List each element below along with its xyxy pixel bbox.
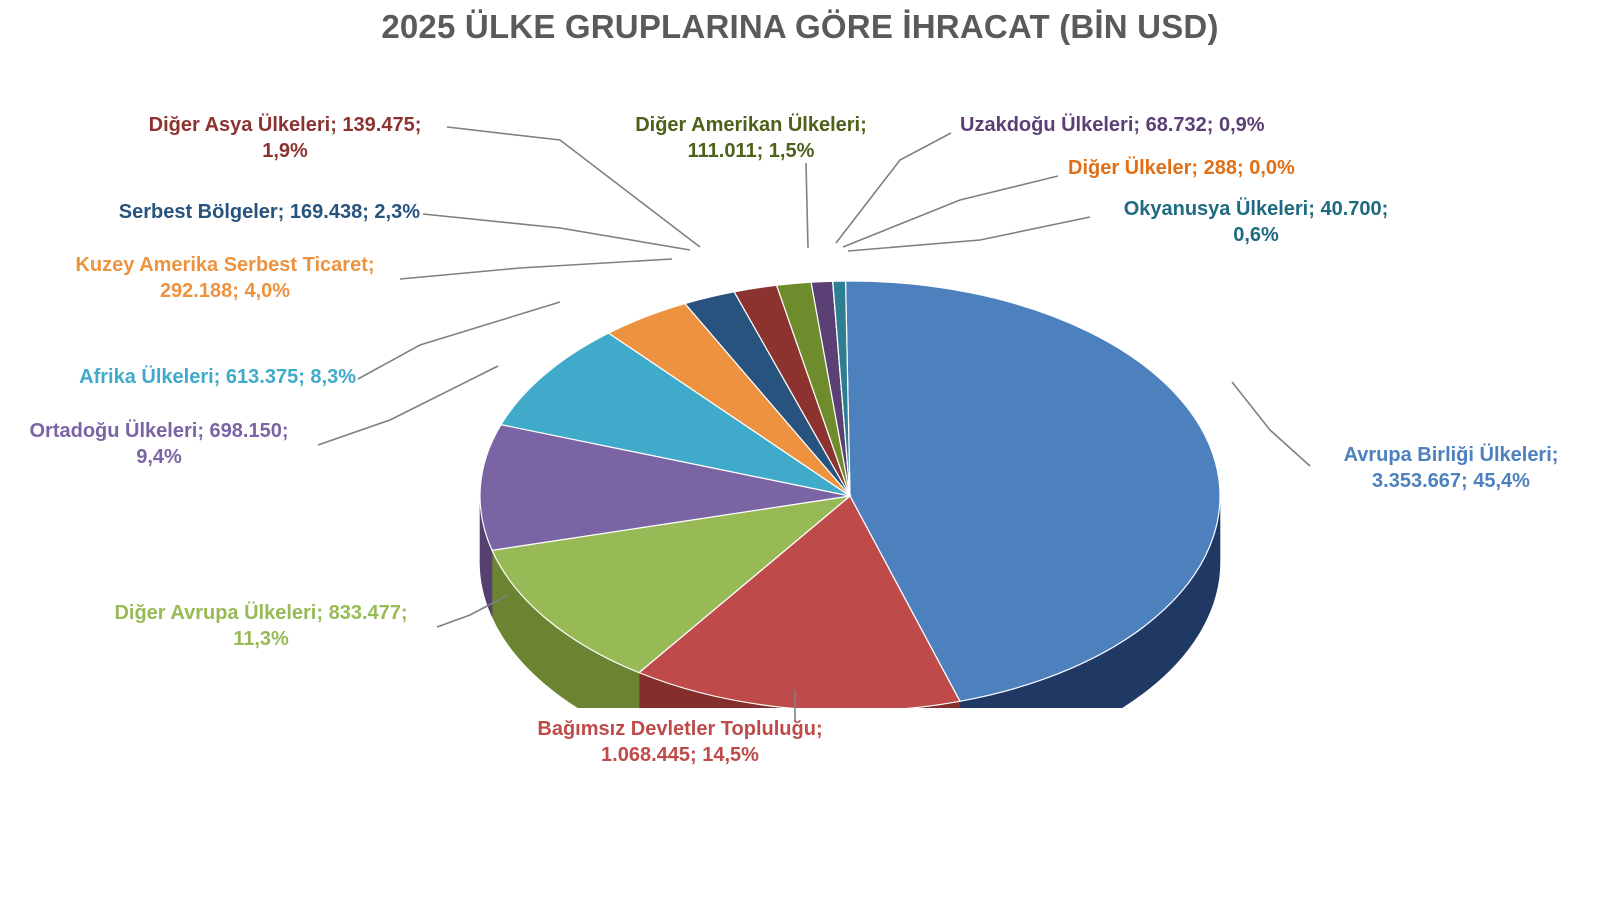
pie-label-avrupa-birligi: Avrupa Birliği Ülkeleri; 3.353.667; 45,4… [1343, 444, 1559, 493]
pie-slice-side [638, 672, 961, 708]
pie-slice-12[interactable] [832, 280, 851, 497]
pie-label-diger-amerikan: Diğer Amerikan Ülkeleri; 111.011; 1,5% [635, 114, 867, 163]
pie-label-diger-ulkeler: Diğer Ülkeler; 288; 0,0% [1068, 157, 1295, 179]
pie-label-ortadogu: Ortadoğu Ülkeleri; 698.150; 9,4% [29, 420, 289, 469]
pie-label-bdt: Bağımsız Devletler Topluluğu; 1.068.445;… [537, 718, 823, 767]
pie-slices [479, 280, 1221, 708]
pie-label-diger-asya: Diğer Asya Ülkeleri; 139.475; 1,9% [148, 114, 422, 163]
chart-title: 2025 ÜLKE GRUPLARINA GÖRE İHRACAT (BİN U… [381, 8, 1219, 45]
pie-label-afrika: Afrika Ülkeleri; 613.375; 8,3% [79, 366, 356, 388]
pie-chart-svg [479, 280, 1221, 708]
pie-chart [455, 228, 1275, 708]
pie-slice-1[interactable] [844, 280, 1221, 702]
pie-label-kuzey-amerika: Kuzey Amerika Serbest Ticaret; 292.188; … [75, 254, 375, 303]
pie-label-serbest-bolgeler: Serbest Bölgeler; 169.438; 2,3% [118, 201, 420, 223]
pie-label-okyanusya: Okyanusya Ülkeleri; 40.700; 0,6% [1123, 198, 1389, 247]
pie-label-uzakdogu: Uzakdoğu Ülkeleri; 68.732; 0,9% [960, 114, 1265, 136]
pie-slice-3[interactable] [491, 495, 853, 674]
pie-slice-2[interactable] [637, 495, 961, 708]
pie-label-diger-avrupa: Diğer Avrupa Ülkeleri; 833.477; 11,3% [114, 602, 408, 651]
